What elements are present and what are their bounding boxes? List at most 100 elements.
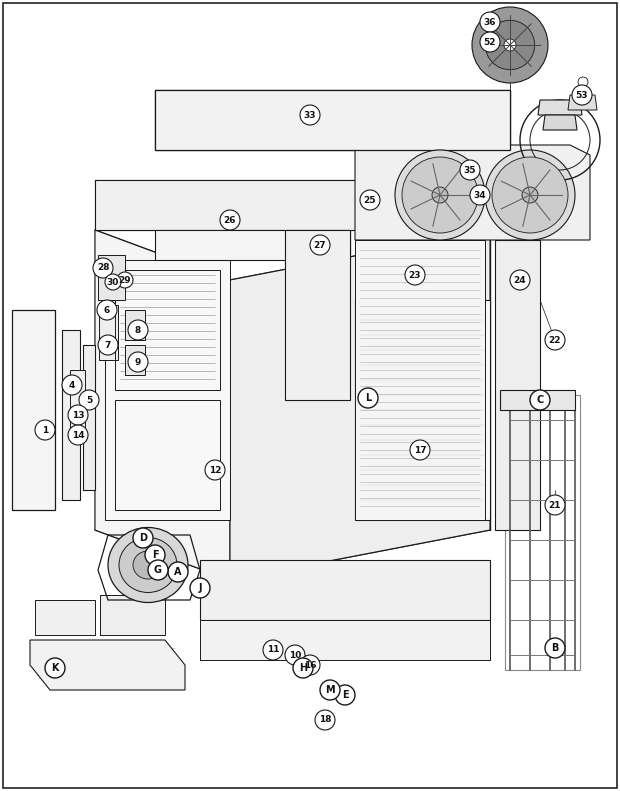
- Polygon shape: [95, 180, 490, 230]
- Polygon shape: [200, 560, 490, 620]
- Circle shape: [293, 658, 313, 678]
- Circle shape: [320, 680, 340, 700]
- Text: 10: 10: [289, 650, 301, 660]
- Polygon shape: [62, 330, 80, 500]
- Circle shape: [105, 274, 121, 290]
- Circle shape: [472, 7, 548, 83]
- Circle shape: [205, 460, 225, 480]
- Circle shape: [310, 235, 330, 255]
- Polygon shape: [230, 230, 490, 580]
- Polygon shape: [543, 115, 577, 130]
- Text: 52: 52: [484, 37, 496, 47]
- Circle shape: [578, 77, 588, 87]
- Circle shape: [300, 105, 320, 125]
- Text: eReplacementParts.com: eReplacementParts.com: [229, 414, 391, 426]
- Circle shape: [45, 658, 65, 678]
- Circle shape: [545, 495, 565, 515]
- Circle shape: [510, 270, 530, 290]
- Circle shape: [410, 440, 430, 460]
- Circle shape: [480, 32, 500, 52]
- Polygon shape: [12, 310, 55, 510]
- Circle shape: [300, 655, 320, 675]
- Text: 7: 7: [105, 340, 111, 350]
- Text: D: D: [139, 533, 147, 543]
- Polygon shape: [98, 255, 125, 300]
- Text: 23: 23: [409, 271, 421, 279]
- Text: 17: 17: [414, 445, 427, 455]
- Text: A: A: [174, 567, 182, 577]
- Polygon shape: [99, 305, 118, 360]
- Text: 28: 28: [97, 263, 109, 273]
- Text: 4: 4: [69, 380, 75, 389]
- Text: 21: 21: [549, 501, 561, 509]
- Text: 13: 13: [72, 411, 84, 419]
- Polygon shape: [70, 370, 85, 440]
- Text: G: G: [154, 565, 162, 575]
- Circle shape: [470, 185, 490, 205]
- Text: 6: 6: [104, 305, 110, 315]
- Text: 22: 22: [549, 335, 561, 345]
- Circle shape: [405, 265, 425, 285]
- Polygon shape: [495, 240, 540, 530]
- Text: K: K: [51, 663, 59, 673]
- Circle shape: [402, 157, 478, 233]
- Circle shape: [98, 335, 118, 355]
- Polygon shape: [125, 345, 145, 375]
- Polygon shape: [355, 145, 590, 240]
- Circle shape: [522, 187, 538, 203]
- Polygon shape: [500, 390, 575, 410]
- Text: 11: 11: [267, 645, 279, 654]
- Circle shape: [263, 640, 283, 660]
- Circle shape: [68, 425, 88, 445]
- Text: 25: 25: [364, 195, 376, 205]
- Circle shape: [492, 157, 568, 233]
- Circle shape: [68, 405, 88, 425]
- Polygon shape: [355, 240, 485, 520]
- Circle shape: [168, 562, 188, 582]
- Polygon shape: [100, 595, 165, 635]
- Polygon shape: [285, 230, 350, 400]
- Text: 18: 18: [319, 716, 331, 725]
- Circle shape: [480, 12, 500, 32]
- Circle shape: [360, 190, 380, 210]
- Text: 33: 33: [304, 111, 316, 119]
- Circle shape: [530, 390, 550, 410]
- Circle shape: [62, 375, 82, 395]
- Circle shape: [460, 160, 480, 180]
- Circle shape: [148, 560, 168, 580]
- Ellipse shape: [133, 551, 163, 579]
- Circle shape: [504, 39, 516, 51]
- Text: 27: 27: [314, 240, 326, 249]
- Circle shape: [485, 150, 575, 240]
- Circle shape: [220, 210, 240, 230]
- Text: 16: 16: [304, 660, 316, 669]
- Circle shape: [145, 545, 165, 565]
- Text: 8: 8: [135, 326, 141, 335]
- Polygon shape: [30, 640, 185, 690]
- Text: 30: 30: [107, 278, 119, 286]
- Text: 5: 5: [86, 396, 92, 404]
- Text: 12: 12: [209, 465, 221, 475]
- Text: 29: 29: [118, 275, 131, 285]
- Text: 53: 53: [576, 90, 588, 100]
- Text: F: F: [152, 550, 158, 560]
- Circle shape: [93, 258, 113, 278]
- Text: 14: 14: [72, 430, 84, 440]
- Polygon shape: [83, 345, 95, 490]
- Text: 9: 9: [135, 358, 141, 366]
- Circle shape: [128, 320, 148, 340]
- Circle shape: [117, 272, 133, 288]
- Ellipse shape: [119, 538, 177, 592]
- Circle shape: [128, 352, 148, 372]
- Circle shape: [97, 300, 117, 320]
- Text: 26: 26: [224, 215, 236, 225]
- Polygon shape: [355, 300, 490, 520]
- Circle shape: [572, 85, 592, 105]
- Text: J: J: [198, 583, 202, 593]
- Circle shape: [545, 638, 565, 658]
- Circle shape: [285, 645, 305, 665]
- Polygon shape: [200, 620, 490, 660]
- Circle shape: [432, 187, 448, 203]
- Text: H: H: [299, 663, 307, 673]
- Circle shape: [335, 685, 355, 705]
